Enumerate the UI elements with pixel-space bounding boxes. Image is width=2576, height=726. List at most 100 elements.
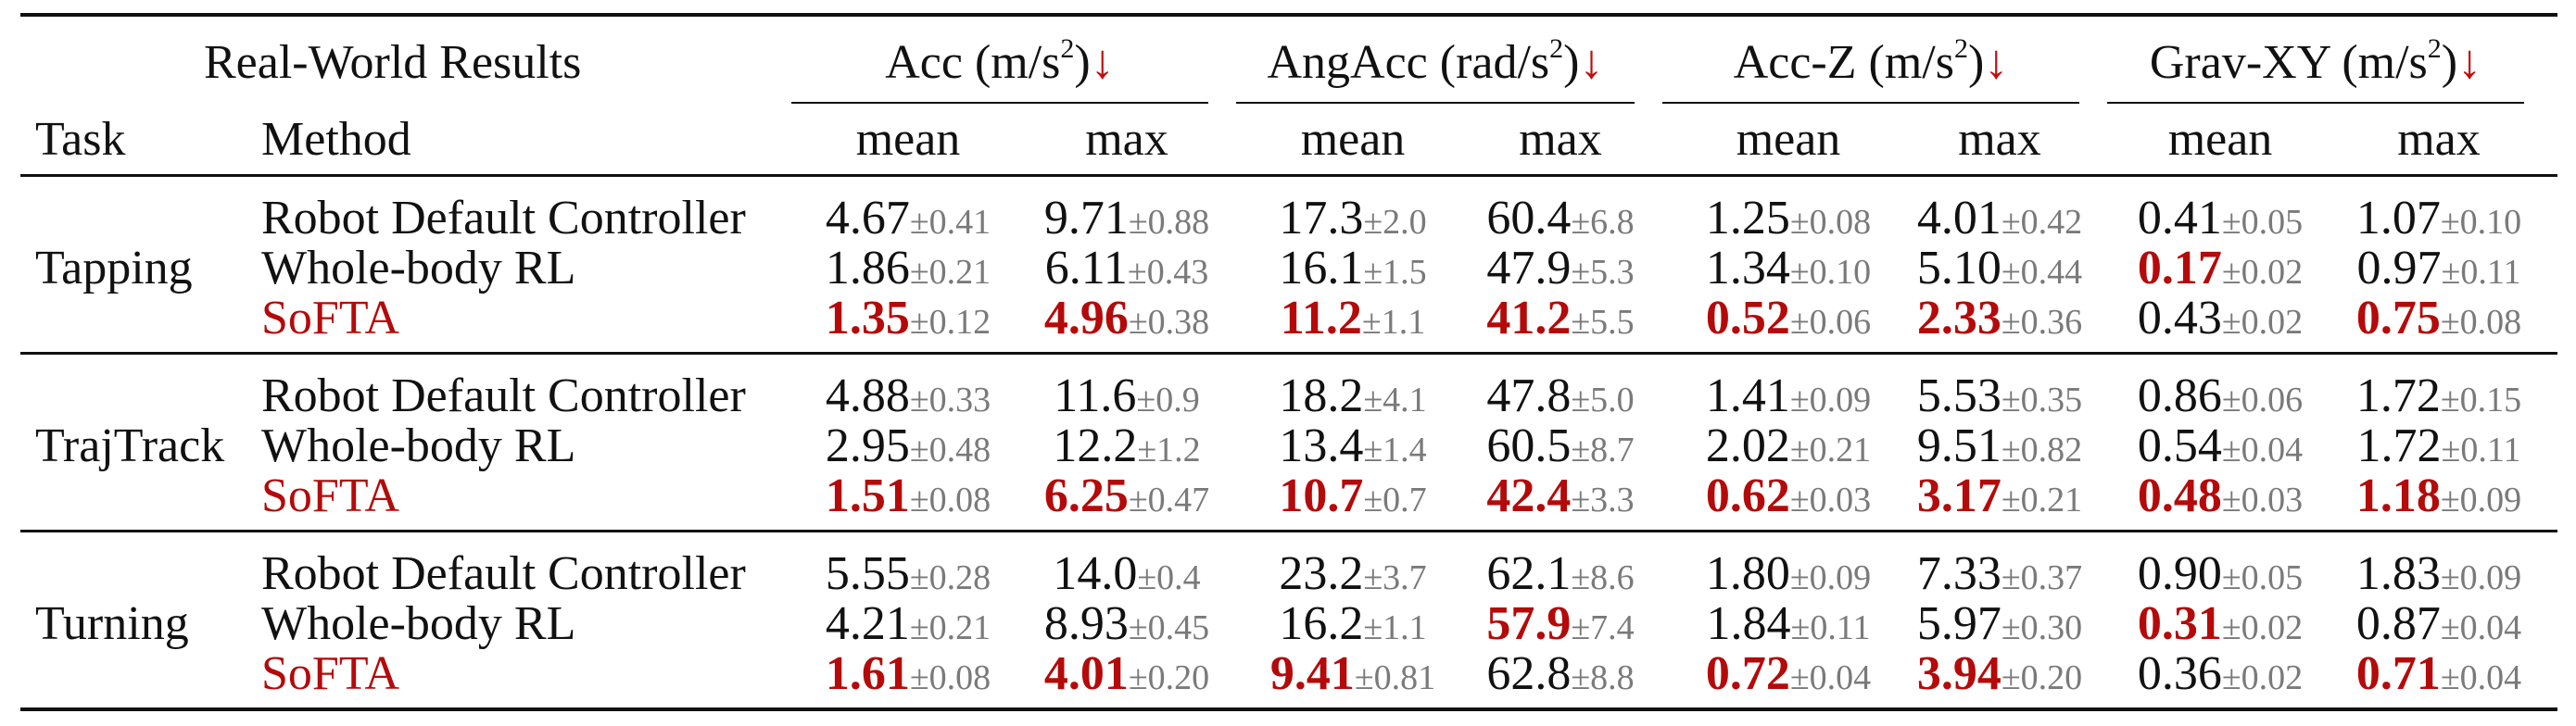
metric-unit-exponent: 2	[1060, 33, 1075, 64]
table-cell: 9.71±0.88	[1044, 194, 1209, 243]
cell-std: ±0.21	[909, 608, 991, 647]
table-cell: 1.72±0.15	[2356, 372, 2521, 420]
cell-value: 23.2	[1279, 547, 1364, 600]
cell-value: 11.6	[1054, 369, 1137, 422]
cell-std: ±0.38	[1128, 303, 1210, 342]
cell-value: 0.90	[2137, 547, 2222, 600]
table-cell: 60.5±8.7	[1486, 422, 1634, 470]
cell-value: 6.11	[1044, 242, 1128, 294]
cell-std: ±0.03	[2221, 481, 2304, 519]
cell-std: ±0.03	[1789, 481, 1872, 519]
sub-header-mean: mean	[1736, 113, 1841, 166]
cell-value: 4.21	[825, 597, 910, 650]
cell-std: ±0.43	[1127, 253, 1209, 292]
cell-value: 1.80	[1705, 547, 1790, 600]
table-cell: 1.61±0.08	[826, 650, 991, 698]
cell-value: 47.9	[1486, 242, 1572, 294]
table-cell: 0.52±0.06	[1706, 294, 1871, 343]
cmid-rule-gravxy	[2107, 102, 2524, 104]
cell-value: 17.3	[1279, 192, 1364, 244]
metric-header-grav-xy: Grav-XY (m/s2)↓	[2150, 35, 2481, 87]
cell-value: 0.71	[2355, 647, 2441, 700]
metric-name: AngAcc	[1267, 36, 1440, 89]
method-label: Whole-body RL	[261, 419, 576, 472]
cell-value: 1.84	[1706, 597, 1791, 650]
cell-std: ±0.12	[909, 303, 991, 342]
table-cell: 4.96±0.38	[1044, 294, 1209, 343]
table-cell: 18.2±4.1	[1279, 372, 1426, 420]
table-cell: 1.80±0.09	[1706, 550, 1871, 598]
cell-std: ±2.0	[1363, 203, 1427, 242]
cell-value: 16.2	[1279, 597, 1364, 650]
metric-unit: (rad/s	[1439, 36, 1550, 89]
table-cell: 0.97±0.11	[2357, 244, 2521, 293]
cell-value: 3.17	[1916, 469, 2001, 522]
metric-header-acc-z: Acc-Z (m/s2)↓	[1733, 35, 2009, 89]
table-cell: 5.10±0.44	[1917, 244, 2082, 293]
cell-std: ±0.28	[909, 558, 991, 597]
table-cell: 0.17±0.02	[2138, 244, 2303, 293]
cell-std: ±0.02	[2221, 608, 2304, 647]
sub-header-mean: mean	[855, 113, 961, 166]
cell-std: ±0.04	[2440, 658, 2522, 697]
cell-value: 1.34	[1705, 242, 1790, 294]
table-cell: 0.87±0.04	[2356, 600, 2521, 648]
table-cell: 0.54±0.04	[2138, 422, 2303, 470]
cell-value: 4.01	[1916, 192, 2001, 244]
corner-title: Real-World Results	[204, 36, 582, 89]
table-cell: 16.1±1.5	[1279, 244, 1426, 293]
cell-value: 8.93	[1043, 597, 1129, 650]
table-cell: 1.41±0.09	[1706, 372, 1871, 420]
cell-std: ±0.05	[2221, 203, 2304, 242]
cell-std: ±8.7	[1571, 431, 1635, 469]
cell-std: ±0.08	[909, 658, 991, 697]
metric-name: Acc	[885, 36, 975, 89]
metric-unit-exponent: 2	[1953, 33, 1968, 64]
cmid-rule-accz	[1662, 102, 2079, 104]
cell-value: 0.48	[2137, 469, 2222, 522]
method-label: Whole-body RL	[261, 242, 576, 294]
cell-value: 60.4	[1486, 192, 1572, 244]
cell-value: 0.54	[2137, 419, 2222, 472]
table-cell: 5.55±0.28	[826, 550, 991, 598]
cell-value: 1.83	[2355, 547, 2441, 600]
table-cell: 57.9±7.4	[1486, 600, 1634, 648]
table-cell: 0.43±0.02	[2138, 294, 2303, 343]
metric-name: Acc-Z	[1733, 36, 1869, 89]
cell-value: 9.41	[1269, 647, 1355, 700]
cell-std: ±0.06	[2221, 381, 2304, 419]
cell-std: ±0.30	[2001, 608, 2083, 647]
cell-value: 11.2	[1280, 292, 1362, 344]
table-cell: 0.75±0.08	[2356, 294, 2521, 343]
cell-std: ±5.3	[1571, 253, 1635, 292]
cell-value: 12.2	[1053, 419, 1138, 472]
cell-std: ±0.06	[1789, 303, 1872, 342]
table-cell: 10.7±0.7	[1279, 472, 1426, 520]
sub-header-max: max	[1958, 113, 2041, 166]
cell-std: ±4.1	[1363, 381, 1427, 419]
method-label: Robot Default Controller	[261, 192, 746, 244]
cell-std: ±6.8	[1571, 203, 1635, 242]
down-arrow-icon: ↓	[1984, 36, 2009, 89]
down-arrow-icon: ↓	[1090, 36, 1115, 89]
sub-header-max: max	[1085, 113, 1168, 166]
cell-value: 5.55	[825, 547, 910, 600]
table-cell: 23.2±3.7	[1279, 550, 1426, 598]
table-cell: 4.67±0.41	[826, 194, 991, 243]
cell-value: 0.97	[2356, 242, 2442, 294]
cell-std: ±0.20	[2001, 658, 2083, 697]
cell-value: 5.53	[1916, 369, 2001, 422]
header-bottom-rule	[20, 174, 2557, 177]
cell-value: 4.96	[1043, 292, 1129, 344]
table-cell: 7.33±0.37	[1917, 550, 2082, 598]
table-cell: 11.6±0.9	[1054, 372, 1199, 420]
metric-header-angacc: AngAcc (rad/s2)↓	[1267, 35, 1604, 89]
metric-unit-close: )	[1563, 36, 1580, 89]
cell-std: ±0.21	[909, 253, 991, 292]
cell-std: ±0.21	[1789, 431, 1872, 469]
table-cell: 1.84±0.11	[1707, 600, 1871, 648]
cell-value: 2.95	[825, 419, 910, 472]
table-cell: 0.41±0.05	[2138, 194, 2303, 243]
table-cell: 42.4±3.3	[1486, 472, 1634, 520]
